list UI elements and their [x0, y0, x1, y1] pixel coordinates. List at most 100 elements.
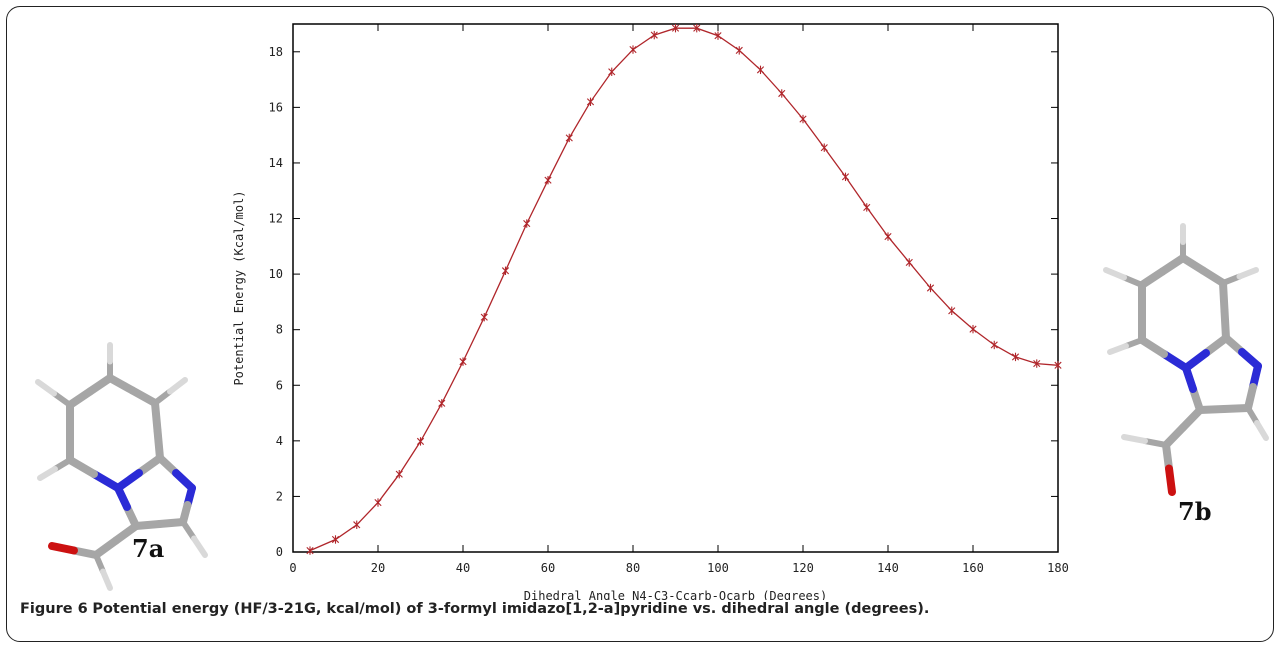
molecule-bond	[167, 377, 188, 395]
molecule-bond	[191, 535, 208, 558]
y-tick-label: 6	[276, 378, 283, 392]
molecule-bond	[1158, 254, 1187, 276]
molecule-bond	[1107, 343, 1129, 355]
figure-caption: Figure 6 Potential energy (HF/3-21G, kca…	[20, 601, 929, 617]
data-point	[799, 114, 807, 124]
data-point	[331, 535, 340, 544]
data-point	[714, 31, 722, 40]
molecule-bond	[1196, 405, 1228, 414]
data-point	[863, 203, 871, 212]
molecule-bond	[1220, 404, 1252, 413]
data-point	[778, 89, 786, 98]
molecule-7b-image	[1103, 223, 1269, 496]
molecule-bond	[92, 536, 120, 559]
data-point	[905, 258, 913, 267]
y-tick-label: 0	[276, 545, 283, 559]
molecule-bond	[1138, 336, 1168, 358]
data-point	[586, 97, 595, 107]
data-point	[990, 340, 998, 350]
data-point	[565, 133, 573, 143]
molecule-bond	[1103, 267, 1127, 281]
energy-plot: 0 20 40 60 80 100 120 140 160 180024681012141618 …	[232, 23, 1069, 600]
molecule-bond	[1236, 267, 1259, 280]
y-axis-label: Potential Energy (Kcal/mol)	[232, 190, 246, 385]
x-tick-label: 180	[1047, 561, 1069, 575]
data-point	[501, 266, 510, 275]
molecule-bond	[1179, 406, 1204, 432]
molecule-bond	[1219, 279, 1229, 315]
molecule-bond	[1160, 350, 1190, 372]
molecule-bond	[180, 519, 197, 542]
x-tick-label: 100	[707, 561, 729, 575]
figure-canvas: 0 20 40 60 80 100 120 140 160 180024681012141618 …	[35, 23, 1269, 600]
y-tick-label: 10	[269, 267, 283, 281]
series-markers	[306, 23, 1062, 555]
data-point	[926, 283, 935, 293]
x-tick-label: 20	[371, 561, 385, 575]
x-tick-label: 160	[962, 561, 984, 575]
data-point	[480, 312, 488, 322]
data-point	[416, 437, 425, 446]
data-point	[629, 45, 637, 54]
data-point	[735, 46, 743, 55]
molecule-bond	[112, 522, 140, 545]
plot-area	[292, 23, 1059, 553]
data-point	[969, 324, 977, 334]
x-tick-label: 40	[456, 561, 470, 575]
data-point	[608, 67, 616, 76]
y-tick-label: 14	[269, 156, 283, 170]
data-point	[306, 546, 314, 555]
data-point	[395, 469, 403, 479]
data-point	[650, 30, 658, 40]
molecule-bond	[1182, 349, 1210, 372]
molecule-bond	[153, 426, 164, 462]
molecule-bond	[135, 454, 164, 477]
data-point	[841, 172, 850, 182]
molecule-bond	[1121, 274, 1145, 288]
data-point	[756, 65, 765, 75]
molecule-bond	[114, 469, 143, 492]
molecule-bond	[37, 466, 58, 481]
data-point	[1054, 361, 1062, 370]
molecule-7a-image	[35, 342, 208, 591]
data-point	[438, 399, 446, 408]
molecule-bond	[1220, 306, 1230, 342]
data-point	[693, 23, 701, 33]
y-tick-label: 18	[269, 45, 283, 59]
y-tick-label: 16	[269, 100, 283, 114]
x-tick-label: 120	[792, 561, 814, 575]
molecule-bond	[1121, 434, 1148, 444]
x-axis-label: Dihedral Angle N4-C3-Ccarb-Ocarb (Degree…	[524, 589, 827, 600]
y-tick-label: 2	[276, 489, 283, 503]
molecule-bond	[1182, 364, 1197, 393]
molecule-bond	[48, 542, 78, 555]
molecule-bond	[1254, 420, 1269, 441]
molecule-bond	[128, 386, 159, 407]
molecule-bond	[86, 374, 114, 396]
x-tick-label: 0	[289, 561, 296, 575]
molecule-bond	[66, 387, 94, 409]
molecule-bond	[51, 390, 73, 408]
data-point	[374, 498, 382, 507]
axis-ticks: 0 20 40 60 80 100 120 140 160 180 0 2 4 6 8 10 12 14 16 18	[269, 24, 1069, 575]
data-point	[523, 219, 531, 228]
molecule-bond	[35, 379, 57, 397]
molecule-bond	[66, 456, 98, 478]
molecule-bond	[100, 568, 113, 591]
x-tick-label: 140	[877, 561, 899, 575]
molecule-bond	[151, 399, 162, 435]
figure-caption-label: Figure 6	[20, 601, 88, 617]
molecule-bond	[1162, 423, 1187, 449]
data-point	[353, 520, 361, 529]
data-point	[544, 175, 552, 185]
molecule-bond	[152, 388, 173, 406]
molecule-7b-label: 7b	[1178, 497, 1211, 526]
y-tick-label: 4	[276, 434, 283, 448]
molecule-bond	[1138, 267, 1167, 289]
y-tick-label: 8	[276, 323, 283, 337]
figure-caption-text: Potential energy (HF/3-21G, kcal/mol) of…	[92, 601, 930, 617]
data-point	[1033, 359, 1041, 368]
data-point	[671, 23, 680, 33]
data-point	[1011, 352, 1020, 362]
series-line	[309, 27, 1059, 552]
